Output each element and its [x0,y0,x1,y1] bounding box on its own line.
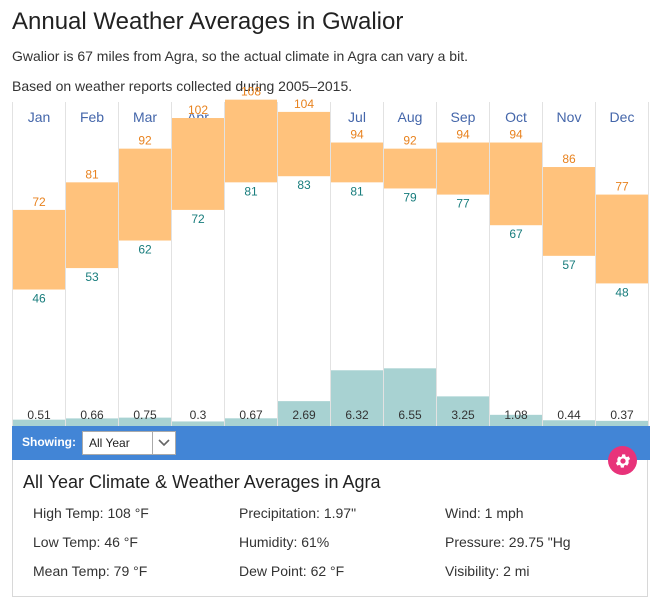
low-temp-label: 53 [85,270,99,284]
low-temp-label: 57 [562,258,576,272]
distance-note: Gwalior is 67 miles from Agra, so the ac… [12,48,468,64]
low-temp-label: 81 [350,184,364,198]
stat-mean-temp: Mean Temp: 79 °F [33,563,148,579]
temp-range-bar [384,148,436,189]
high-temp-label: 94 [456,128,470,142]
temp-range-bar [66,182,118,269]
period-select-button[interactable] [152,432,175,454]
summary-title: All Year Climate & Weather Averages in A… [23,472,381,492]
high-temp-label: 108 [241,85,261,99]
precip-bar [384,368,436,426]
precip-label: 0.75 [133,408,157,422]
precip-label: 0.44 [557,408,581,422]
temp-range-bar [331,142,383,183]
month-label: Mar [133,109,157,125]
precip-label: 3.25 [451,408,475,422]
high-temp-label: 102 [188,103,208,117]
precip-label: 6.32 [345,408,369,422]
page-title: Annual Weather Averages in Gwalior [12,8,404,35]
month-label: Feb [80,109,104,125]
precip-bar [13,419,65,426]
precip-label: 0.51 [27,408,51,422]
weather-chart: Jan0.517246Feb0.668153Mar0.759262Apr0.31… [12,85,649,426]
precip-bar [596,420,648,426]
precip-bar [543,420,595,426]
precip-bar [331,370,383,426]
precip-bar [278,401,330,426]
high-temp-label: 92 [138,134,152,148]
low-temp-label: 62 [138,243,152,257]
low-temp-label: 77 [456,197,470,211]
gear-icon [614,452,632,470]
stat-visibility: Visibility: 2 mi [445,563,530,579]
precip-bar [66,418,118,426]
temp-range-bar [119,148,171,241]
high-temp-label: 94 [509,128,523,142]
month-label: Aug [398,109,423,125]
low-temp-label: 46 [32,292,46,306]
stat-precipitation: Precipitation: 1.97" [239,505,357,521]
month-label: Jul [348,109,366,125]
high-temp-label: 104 [294,97,314,111]
period-selector-bar: Showing: All Year [12,426,650,460]
low-temp-label: 48 [615,285,629,299]
month-label: Jan [28,109,51,125]
temp-range-bar [225,99,277,183]
stat-humidity: Humidity: 61% [239,534,330,550]
month-label: Dec [610,109,635,125]
data-source-note: Based on weather reports collected durin… [12,78,353,94]
stat-high-temp: High Temp: 108 °F [33,505,149,521]
temp-range-bar [437,142,489,195]
climate-summary-panel: All Year Climate & Weather Averages in A… [12,460,648,597]
period-select[interactable]: All Year [82,431,176,455]
stat-pressure: Pressure: 29.75 "Hg [445,534,571,550]
precip-label: 2.69 [292,408,316,422]
precip-bar [172,421,224,426]
period-select-value: All Year [89,436,130,450]
precip-bar [437,396,489,426]
stat-dew-point: Dew Point: 62 °F [239,563,345,579]
high-temp-label: 92 [403,134,417,148]
temp-range-bar [278,111,330,177]
temp-range-bar [172,118,224,210]
chevron-down-icon [158,434,170,455]
temp-range-bar [543,167,595,256]
high-temp-label: 81 [85,167,99,181]
precip-bar [225,418,277,426]
temp-range-bar [13,209,65,290]
month-label: Sep [451,109,476,125]
low-temp-label: 67 [509,227,523,241]
precip-label: 0.37 [610,408,634,422]
low-temp-label: 72 [191,212,205,226]
showing-label: Showing: [22,435,76,449]
month-label: Nov [557,109,582,125]
stat-wind: Wind: 1 mph [445,505,524,521]
temp-range-bar [596,194,648,284]
high-temp-label: 86 [562,152,576,166]
high-temp-label: 77 [615,180,629,194]
low-temp-label: 81 [244,184,258,198]
precip-label: 0.3 [190,408,207,422]
precip-label: 1.08 [504,408,528,422]
low-temp-label: 79 [403,190,417,204]
high-temp-label: 94 [350,128,364,142]
stat-low-temp: Low Temp: 46 °F [33,534,138,550]
precip-label: 0.67 [239,408,263,422]
precip-label: 0.66 [80,408,104,422]
precip-label: 6.55 [398,408,422,422]
precip-bar [490,414,542,426]
low-temp-label: 83 [297,178,311,192]
temp-range-bar [490,142,542,226]
high-temp-label: 72 [32,195,46,209]
month-label: Oct [505,109,527,125]
settings-button[interactable] [608,446,637,475]
precip-bar [119,417,171,426]
